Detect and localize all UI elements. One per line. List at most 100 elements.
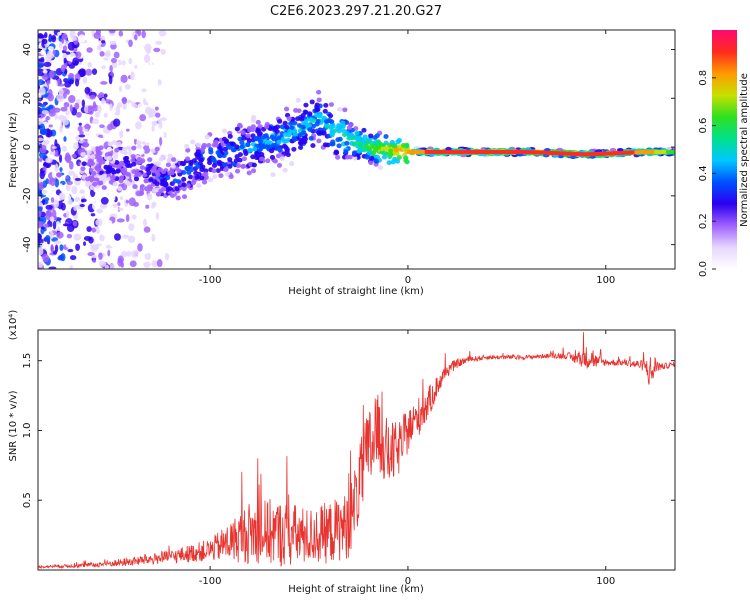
heatmap-cell: [169, 170, 175, 176]
heatmap-cell: [388, 148, 394, 154]
heatmap-cell: [223, 139, 229, 144]
heatmap-cell: [82, 141, 90, 148]
heatmap-cell: [162, 182, 169, 188]
heatmap-cell: [369, 155, 375, 161]
heatmap-cell: [521, 149, 525, 154]
heatmap-cell: [656, 149, 660, 154]
heatmap-cell: [464, 149, 468, 154]
heatmap-cell: [139, 238, 148, 243]
heatmap-cell: [168, 84, 173, 89]
heatmap-cell: [145, 101, 149, 106]
heatmap-cell: [97, 105, 102, 114]
heatmap-cell: [222, 162, 228, 168]
heatmap-cell: [125, 214, 130, 223]
heatmap-cell: [283, 106, 290, 112]
heatmap-cell: [408, 149, 412, 154]
heatmap-cell: [577, 152, 581, 157]
heatmap-cell: [227, 133, 233, 139]
heatmap-cell: [66, 233, 73, 239]
heatmap-cell: [579, 152, 583, 157]
heatmap-cell: [377, 165, 384, 171]
heatmap-cell: [40, 226, 45, 230]
heatmap-cell: [52, 220, 57, 230]
heatmap-cell: [109, 30, 116, 34]
heatmap-cell: [60, 106, 68, 112]
y-tick-label: 0.5: [22, 492, 33, 508]
heatmap-cell: [664, 149, 668, 154]
heatmap-cell: [46, 209, 52, 217]
heatmap-cell: [215, 168, 221, 174]
heatmap-cell: [211, 142, 217, 148]
heatmap-cell: [134, 34, 138, 41]
heatmap-cell: [125, 163, 131, 169]
heatmap-cell: [272, 126, 278, 132]
heatmap-cell: [99, 124, 105, 129]
heatmap-cell: [210, 156, 216, 162]
heatmap-cell: [555, 151, 559, 156]
heatmap-cell: [38, 157, 43, 163]
heatmap-cell: [274, 145, 280, 151]
heatmap-cell: [329, 132, 335, 138]
heatmap-cell: [543, 150, 547, 155]
heatmap-cell: [422, 149, 426, 154]
heatmap-cell: [310, 143, 316, 148]
heatmap-cell: [329, 141, 335, 147]
heatmap-cell: [344, 154, 351, 160]
y-tick-label: -20: [22, 188, 33, 204]
heatmap-cell: [396, 154, 402, 160]
heatmap-cell: [234, 126, 240, 132]
heatmap-cell: [151, 188, 158, 194]
heatmap-cell: [45, 116, 50, 121]
heatmap-cell: [288, 121, 294, 127]
heatmap-cell: [92, 259, 97, 263]
heatmap-cell: [48, 124, 53, 128]
heatmap-cell: [140, 201, 148, 206]
heatmap-cell: [553, 151, 557, 156]
snr-panel: -100 0 100 0.5 1.0 1.5 Height of straight lin…: [8, 310, 676, 595]
heatmap-cell: [201, 142, 207, 148]
heatmap-cell: [52, 79, 58, 89]
heatmap-cell: [628, 150, 632, 155]
heatmap-cell: [71, 153, 77, 159]
heatmap-cell: [60, 64, 66, 73]
heatmap-cell: [107, 141, 113, 147]
heatmap-cell: [416, 149, 420, 154]
heatmap-cell: [95, 147, 101, 152]
heatmap-cell: [50, 244, 54, 253]
heatmap-cell: [284, 124, 290, 130]
heatmap-cell: [153, 47, 161, 53]
heatmap-cell: [652, 149, 656, 154]
heatmap-cell: [362, 134, 368, 140]
heatmap-cell: [143, 261, 151, 268]
heatmap-cell: [490, 149, 494, 154]
heatmap-cell: [559, 151, 563, 156]
colorbar-tick-label: 0.0: [698, 261, 709, 277]
heatmap-cell: [426, 149, 430, 154]
heatmap-cell: [79, 203, 85, 208]
heatmap-cell: [375, 141, 381, 146]
heatmap-cell: [668, 149, 672, 154]
heatmap-cell: [549, 150, 553, 155]
heatmap-cell: [100, 227, 107, 236]
heatmap-cell: [594, 151, 598, 156]
heatmap-cell: [252, 146, 258, 152]
heatmap-cell: [73, 205, 78, 211]
heatmap-cell: [222, 146, 229, 152]
heatmap-cell: [227, 145, 233, 150]
heatmap-cell: [112, 150, 119, 160]
heatmap-cell: [539, 150, 543, 155]
heatmap-cell: [307, 127, 313, 133]
heatmap-cell: [135, 121, 142, 130]
heatmap-cell: [92, 202, 99, 211]
heatmap-cell: [253, 136, 259, 141]
heatmap-cell: [265, 143, 271, 149]
heatmap-cell: [234, 168, 241, 174]
heatmap-cell: [159, 136, 163, 146]
heatmap-cell: [265, 140, 271, 145]
heatmap-cell: [239, 144, 245, 150]
heatmap-cell: [486, 149, 490, 154]
heatmap-cell: [323, 119, 330, 124]
heatmap-cell: [58, 154, 63, 163]
heatmap-cell: [135, 30, 140, 34]
heatmap-cell: [557, 154, 565, 159]
